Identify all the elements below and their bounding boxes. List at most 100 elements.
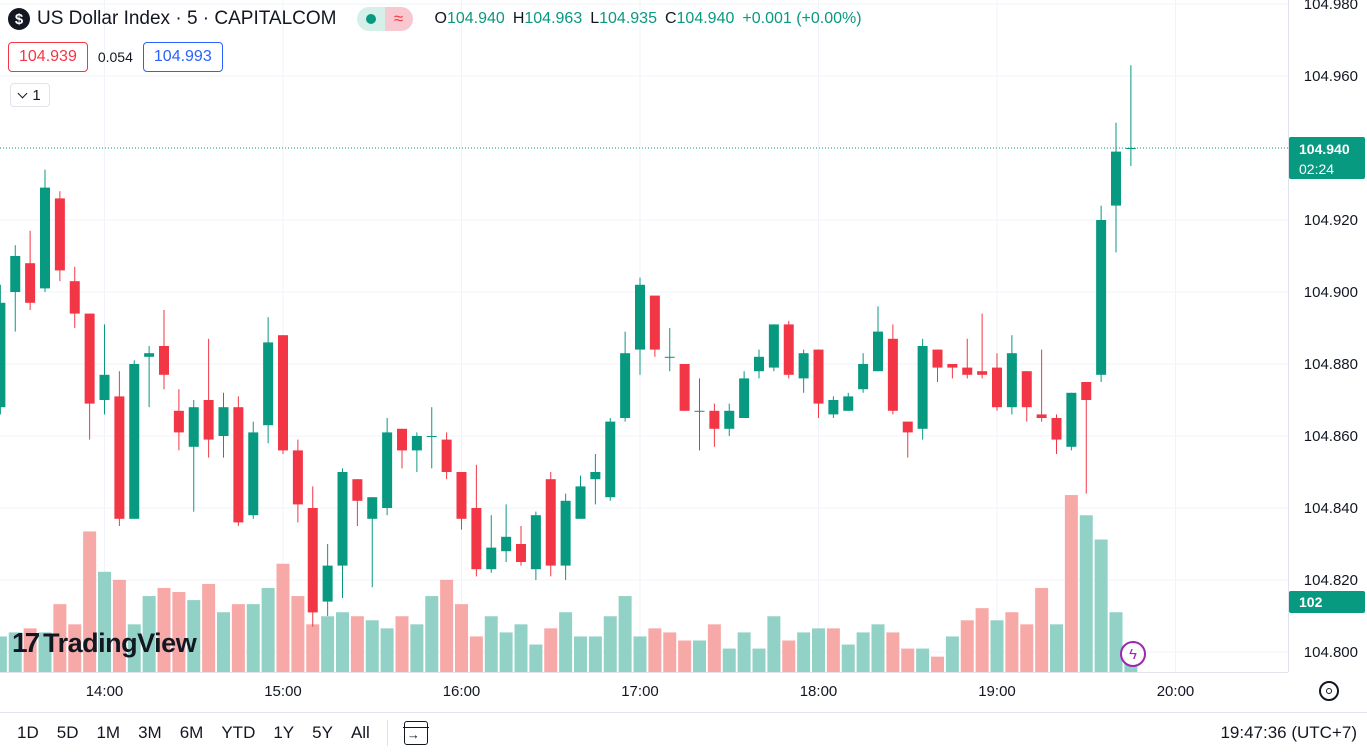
candle (679, 364, 690, 411)
candle-body (783, 324, 794, 375)
candle-body (1051, 418, 1062, 440)
range-1d[interactable]: 1D (17, 722, 39, 742)
volume-bar (856, 632, 870, 672)
candle-body (1021, 371, 1032, 408)
volume-bar (484, 616, 498, 672)
candle-body (962, 367, 973, 375)
data-delay-icon[interactable]: ≈ (384, 7, 413, 31)
candle (337, 468, 348, 598)
candle-body (114, 396, 125, 519)
candle (411, 432, 422, 472)
candle (620, 331, 631, 422)
high-value: 104.963 (524, 10, 583, 27)
dollar-symbol-icon[interactable]: $ (8, 8, 30, 30)
volume-bar (514, 624, 528, 672)
volume-tag: 102 (1289, 591, 1365, 613)
candle (783, 320, 794, 379)
volume-bar (782, 640, 796, 672)
candle-body (828, 400, 839, 415)
range-3m[interactable]: 3M (138, 722, 162, 742)
candle (858, 353, 869, 393)
candle-body (947, 364, 958, 368)
low-label: L (590, 10, 600, 27)
volume-bar (231, 604, 245, 672)
volume-bar (990, 620, 1004, 672)
symbol-title[interactable]: US Dollar Index · 5 · CAPITALCOM (37, 8, 337, 29)
candlestick-series (0, 65, 1136, 627)
volume-bar (0, 636, 7, 672)
candle (768, 324, 779, 372)
range-ytd[interactable]: YTD (221, 722, 256, 742)
indicator-count: 1 (32, 86, 41, 104)
volume-bar (1035, 587, 1049, 672)
market-open-dot-icon[interactable] (356, 7, 385, 31)
candle-body (84, 313, 95, 404)
go-to-date-calendar-icon[interactable] (402, 720, 429, 745)
candle-body (292, 450, 303, 505)
sell-price-button[interactable]: 104.939 (8, 42, 88, 72)
candle-body (575, 486, 586, 519)
volume-bar (321, 616, 335, 672)
tradingview-logo[interactable]: 17 TradingView (12, 627, 197, 659)
candle (605, 418, 616, 501)
candle (307, 486, 318, 627)
candle (382, 418, 393, 516)
indicators-toggle-button[interactable]: 1 (10, 83, 50, 107)
volume-bar (261, 587, 275, 672)
candle-body (1081, 382, 1092, 400)
candle (813, 349, 824, 418)
price-axis[interactable]: 104.980 104.960 104.920 104.900 104.880 104.8… (1288, 0, 1359, 672)
volume-bar (469, 636, 483, 672)
volume-bar (678, 640, 692, 672)
candle (1096, 205, 1107, 382)
candle (828, 396, 839, 418)
price-tick-label: 104.820 (1304, 572, 1358, 589)
time-axis[interactable]: 14:00 15:00 16:00 17:00 18:00 19:00 20:00 (0, 672, 1288, 701)
candle-body (1066, 392, 1077, 447)
volume-bar (960, 620, 974, 672)
candle-body (456, 472, 467, 519)
candle (724, 403, 735, 436)
range-5y[interactable]: 5Y (312, 722, 333, 742)
price-tick-label: 104.920 (1304, 212, 1358, 229)
time-tick-label: 19:00 (978, 683, 1016, 700)
volume-bar (752, 648, 766, 672)
range-5d[interactable]: 5D (56, 722, 79, 742)
candle (114, 371, 125, 526)
last-price-value: 104.940 (1299, 141, 1350, 157)
volume-bar (68, 624, 82, 672)
buy-price-button[interactable]: 104.993 (142, 42, 223, 72)
candle-body (902, 421, 913, 433)
bar-countdown: 02:24 (1299, 161, 1335, 177)
candle-body (679, 364, 690, 411)
candle (1081, 382, 1092, 494)
candle-body (843, 396, 854, 411)
candle-body (218, 407, 229, 436)
range-1y[interactable]: 1Y (273, 722, 295, 742)
volume-bar (336, 612, 349, 672)
timezone-clock[interactable]: 19:47:36 (UTC+7) (1220, 722, 1357, 742)
candle (203, 338, 214, 458)
volume-bar (826, 628, 840, 672)
lightning-icon[interactable]: ϟ (1120, 641, 1146, 667)
gear-icon[interactable] (1319, 681, 1339, 701)
open-value: 104.940 (446, 10, 505, 27)
candle-body (352, 479, 363, 501)
candle-body (173, 410, 184, 433)
candle (873, 306, 883, 372)
candle-body (560, 500, 571, 566)
volume-bar (1020, 624, 1034, 672)
candle (1036, 349, 1047, 422)
candle-body (441, 439, 452, 472)
range-6m[interactable]: 6M (179, 722, 204, 742)
volume-bar (8, 632, 22, 672)
candle (887, 324, 898, 415)
range-1m[interactable]: 1M (96, 722, 121, 742)
range-all[interactable]: All (350, 722, 370, 742)
candle-body (129, 364, 140, 519)
candle (1111, 122, 1121, 253)
market-status[interactable]: ≈ (356, 7, 413, 31)
candle (159, 310, 169, 390)
candle-body (768, 324, 779, 368)
